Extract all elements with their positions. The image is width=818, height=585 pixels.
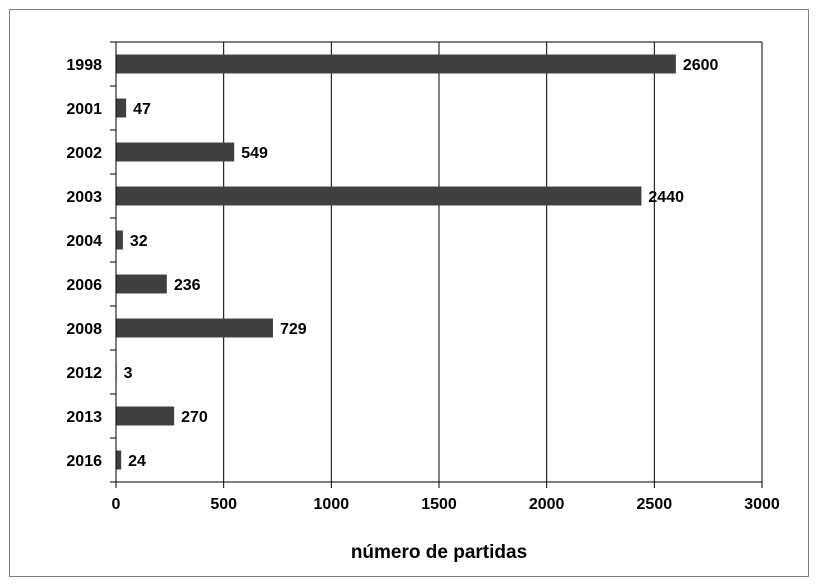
x-tick-label: 500 bbox=[210, 496, 237, 513]
bar-2008 bbox=[116, 318, 273, 338]
bar-2016 bbox=[116, 450, 122, 470]
data-label-2001: 47 bbox=[133, 101, 151, 118]
bar-2004 bbox=[116, 230, 123, 250]
data-label-2006: 236 bbox=[174, 277, 201, 294]
y-category-label: 2003 bbox=[66, 189, 102, 206]
data-labels: 2600 47 549 2440 32 236 729 3 270 24 bbox=[124, 57, 719, 470]
y-category-label: 1998 bbox=[66, 57, 102, 74]
x-tick-label: 2000 bbox=[529, 496, 565, 513]
x-tick-label: 0 bbox=[112, 496, 121, 513]
x-tick-label: 1500 bbox=[421, 496, 457, 513]
y-category-label: 2002 bbox=[66, 145, 102, 162]
bars bbox=[116, 54, 676, 470]
data-label-2004: 32 bbox=[130, 233, 148, 250]
data-label-1998: 2600 bbox=[683, 57, 719, 74]
y-category-label: 2012 bbox=[66, 365, 102, 382]
bar-2006 bbox=[116, 274, 167, 294]
x-tick-label: 3000 bbox=[744, 496, 780, 513]
data-label-2013: 270 bbox=[181, 409, 208, 426]
bar-2002 bbox=[116, 142, 235, 162]
data-label-2003: 2440 bbox=[648, 189, 684, 206]
x-tick-label: 1000 bbox=[314, 496, 350, 513]
gridlines bbox=[116, 41, 763, 482]
chart-area: 2600 47 549 2440 32 236 729 3 270 24 0 500 1000 1500… bbox=[9, 9, 809, 577]
data-label-2002: 549 bbox=[241, 145, 268, 162]
data-label-2016: 24 bbox=[128, 453, 146, 470]
bar-2013 bbox=[116, 406, 175, 426]
bar-chart: 2600 47 549 2440 32 236 729 3 270 24 0 500 1000 1500… bbox=[66, 41, 780, 563]
bar-2003 bbox=[116, 186, 642, 206]
y-category-label: 2001 bbox=[66, 101, 102, 118]
x-tick-label: 2500 bbox=[637, 496, 673, 513]
y-category-label: 2008 bbox=[66, 321, 102, 338]
y-category-label: 2013 bbox=[66, 409, 102, 426]
y-category-label: 2006 bbox=[66, 277, 102, 294]
bar-1998 bbox=[116, 54, 676, 74]
axes: 0 500 1000 1500 2000 2500 3000 1998 2001 2002 2003… bbox=[66, 41, 780, 513]
y-category-label: 2004 bbox=[66, 233, 102, 250]
y-category-label: 2016 bbox=[66, 453, 102, 470]
x-axis-title: número de partidas bbox=[351, 542, 527, 563]
data-label-2008: 729 bbox=[280, 321, 307, 338]
data-label-2012: 3 bbox=[124, 365, 133, 382]
bar-2001 bbox=[116, 98, 127, 118]
